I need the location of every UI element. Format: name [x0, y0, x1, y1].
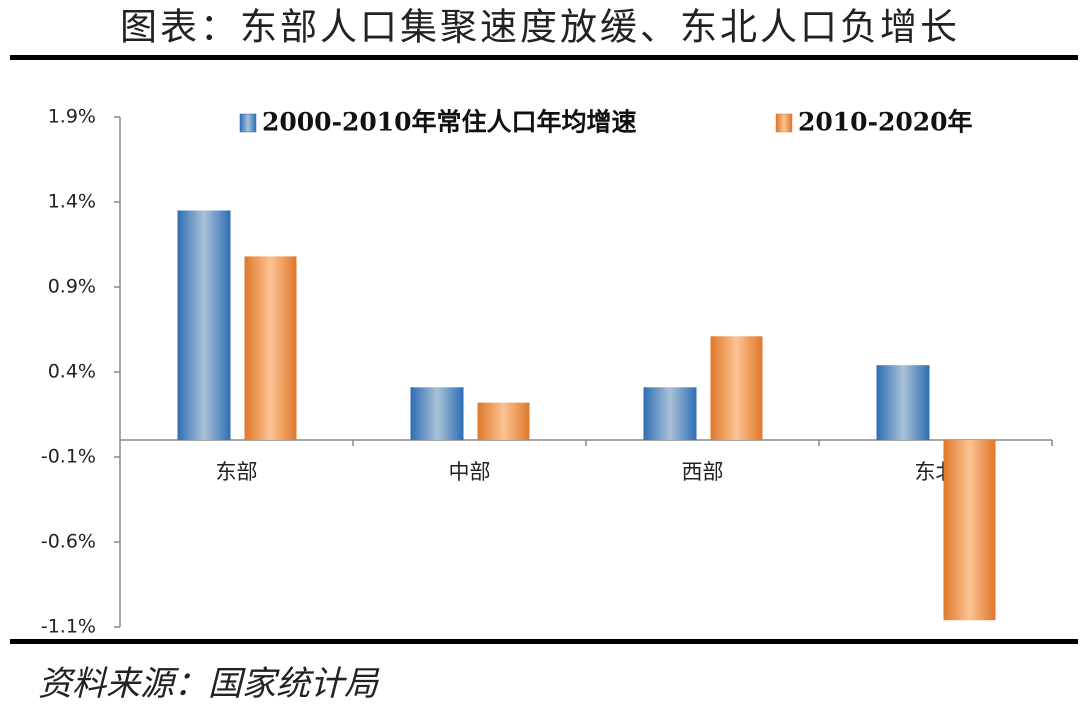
y-tick-label: -0.1% — [41, 446, 96, 468]
x-tick-label: 中部 — [449, 460, 491, 484]
bottom-rule — [10, 639, 1078, 644]
top-rule — [10, 55, 1078, 60]
legend-label: 2010-2020年 — [798, 108, 973, 137]
y-tick-label: -1.1% — [41, 616, 96, 638]
y-tick-label: -0.6% — [41, 531, 96, 553]
bar — [177, 210, 231, 440]
x-tick-label: 东部 — [216, 460, 258, 484]
source-note: 资料来源：国家统计局 — [38, 664, 380, 704]
bar — [410, 387, 464, 440]
legend-label: 2000-2010年常住人口年均增速 — [262, 108, 637, 137]
bar — [710, 336, 763, 440]
y-tick-label: 0.4% — [48, 361, 96, 383]
chart-title: 图表：东部人口集聚速度放缓、东北人口负增长 — [120, 6, 960, 49]
bar — [876, 365, 930, 440]
y-tick-label: 1.9% — [48, 106, 96, 128]
bar — [943, 440, 996, 621]
bar — [477, 402, 530, 440]
x-tick-label: 西部 — [682, 460, 724, 484]
y-tick-label: 0.9% — [48, 276, 96, 298]
bar — [643, 387, 697, 440]
legend-swatch — [775, 113, 793, 133]
bar — [244, 256, 297, 440]
y-tick-label: 1.4% — [48, 191, 96, 213]
legend-swatch — [239, 113, 257, 133]
